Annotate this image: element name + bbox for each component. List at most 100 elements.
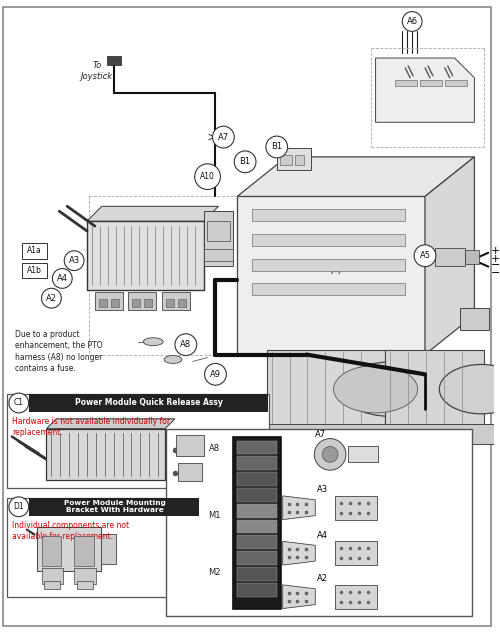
Text: A8: A8 <box>210 444 220 453</box>
Ellipse shape <box>334 365 417 413</box>
Bar <box>206 221 231 241</box>
Bar <box>42 568 64 584</box>
Text: A4: A4 <box>316 531 328 540</box>
Bar <box>335 541 376 565</box>
Text: A7: A7 <box>218 132 229 142</box>
Ellipse shape <box>440 365 500 414</box>
Bar <box>36 527 101 571</box>
Bar <box>335 496 376 520</box>
Bar <box>234 437 280 608</box>
Text: Due to a product
enhancement, the PTO
harness (A8) no longer
contains a fuse.: Due to a product enhancement, the PTO ha… <box>15 330 102 373</box>
Text: A5: A5 <box>420 251 430 260</box>
Polygon shape <box>282 496 316 520</box>
Bar <box>176 435 204 456</box>
Circle shape <box>204 363 227 385</box>
Polygon shape <box>87 206 218 221</box>
Bar <box>464 250 479 263</box>
Bar <box>252 210 405 221</box>
Text: B1: B1 <box>271 142 282 151</box>
Bar <box>237 472 277 486</box>
Bar <box>7 498 269 597</box>
Text: A1a: A1a <box>27 246 42 255</box>
Circle shape <box>414 245 436 266</box>
Bar <box>44 581 60 589</box>
Circle shape <box>314 439 346 470</box>
Bar <box>87 221 204 291</box>
Text: +: + <box>491 246 500 256</box>
Bar <box>420 80 442 85</box>
Bar <box>166 299 174 307</box>
Bar <box>237 520 277 534</box>
Bar <box>396 80 417 85</box>
Bar <box>276 148 312 170</box>
Bar <box>144 299 152 307</box>
Text: A8: A8 <box>180 340 192 349</box>
Text: C1: C1 <box>14 399 24 408</box>
Bar <box>267 349 386 429</box>
Bar <box>95 292 122 310</box>
Text: A3: A3 <box>316 486 328 494</box>
Text: M: M <box>330 264 342 277</box>
Circle shape <box>9 497 29 517</box>
Bar <box>99 299 106 307</box>
Bar <box>252 284 405 295</box>
Circle shape <box>9 393 29 413</box>
Bar <box>252 234 405 246</box>
Bar <box>106 56 120 65</box>
Circle shape <box>402 11 422 32</box>
Bar <box>237 583 277 597</box>
Bar <box>166 429 472 617</box>
Bar <box>110 299 118 307</box>
Circle shape <box>52 268 72 288</box>
Circle shape <box>266 136 287 158</box>
Bar <box>77 581 93 589</box>
Polygon shape <box>237 196 425 354</box>
Bar <box>237 551 277 565</box>
Bar <box>280 155 291 165</box>
Text: A1b: A1b <box>27 266 42 275</box>
Text: −: − <box>491 268 500 277</box>
Text: A3: A3 <box>68 256 80 265</box>
Bar <box>22 263 48 279</box>
Bar <box>237 441 277 454</box>
Ellipse shape <box>164 356 182 363</box>
Bar <box>386 349 484 429</box>
Bar <box>237 536 277 549</box>
Text: A2: A2 <box>316 574 328 584</box>
Circle shape <box>42 288 62 308</box>
Bar <box>237 456 277 470</box>
Text: A10: A10 <box>200 172 215 181</box>
Bar <box>74 568 96 584</box>
Bar <box>204 211 234 266</box>
Text: Individual components are not
available for replacement.: Individual components are not available … <box>12 520 129 541</box>
Ellipse shape <box>341 362 440 417</box>
Bar <box>28 498 199 516</box>
Polygon shape <box>376 58 474 122</box>
Bar <box>237 423 494 444</box>
Bar <box>237 488 277 502</box>
Bar <box>237 504 277 518</box>
Circle shape <box>175 334 197 356</box>
Polygon shape <box>425 157 474 354</box>
Bar <box>252 259 405 270</box>
Bar <box>74 536 94 566</box>
Ellipse shape <box>144 338 163 346</box>
Text: Power Module Mounting
Bracket With Hardware: Power Module Mounting Bracket With Hardw… <box>64 500 166 513</box>
Text: M2: M2 <box>208 568 220 577</box>
Text: To
Joystick: To Joystick <box>81 61 113 81</box>
Circle shape <box>322 446 338 462</box>
Bar <box>204 249 234 261</box>
Bar <box>348 446 378 462</box>
Bar <box>22 243 48 259</box>
Bar <box>46 429 165 480</box>
Text: A7: A7 <box>314 430 326 439</box>
Bar <box>28 394 268 412</box>
Text: Power Module Quick Release Assy: Power Module Quick Release Assy <box>75 399 223 408</box>
Bar <box>237 567 277 581</box>
Bar <box>460 308 489 330</box>
Text: +: + <box>491 254 500 264</box>
Text: Hardware is not available individually for
replacement.: Hardware is not available individually f… <box>12 417 170 437</box>
Bar <box>101 534 116 564</box>
Circle shape <box>194 164 220 189</box>
Text: B1: B1 <box>240 158 250 166</box>
